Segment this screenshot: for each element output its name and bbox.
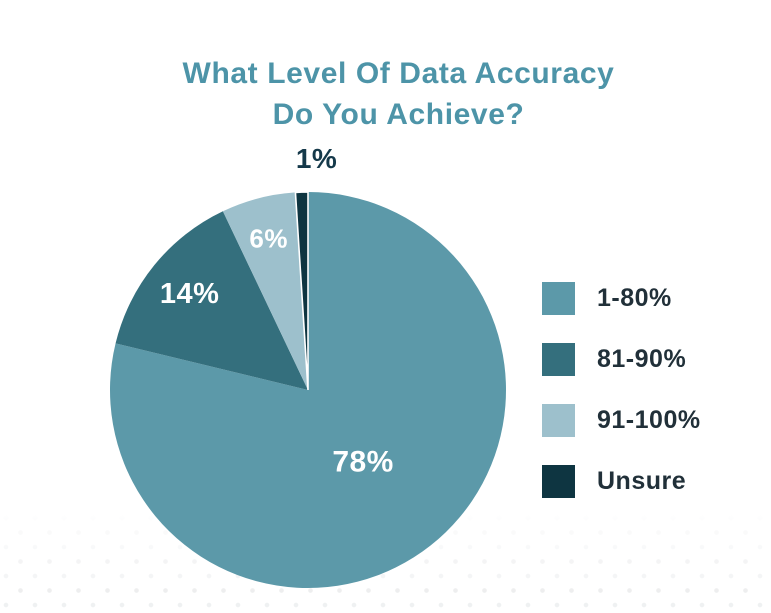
legend-swatch-unsure [542,465,575,498]
slice-value-label-6pct: 6% [249,224,288,254]
legend-swatch-81-90 [542,343,575,376]
slice-value-label-78pct: 78% [332,446,394,479]
legend-swatch-91-100 [542,404,575,437]
legend-label-81-90: 81-90% [597,345,687,373]
legend-item-91-100: 91-100% [542,404,701,437]
legend-swatch-1-80 [542,282,575,315]
legend-label-1-80: 1-80% [597,284,672,312]
legend-label-91-100: 91-100% [597,406,701,434]
pie-slice-91-100- [222,192,308,390]
page-title-line-1: What Level Of Data Accuracy [182,57,615,91]
slice-value-label-14pct: 14% [160,278,220,310]
page-title-line-2: Do You Achieve? [272,98,525,132]
legend-item-1-80: 1-80% [542,282,701,315]
legend: 1-80% 81-90% 91-100% Unsure [542,282,701,498]
legend-item-81-90: 81-90% [542,343,701,376]
page-title: What Level Of Data Accuracy Do You Achie… [13,53,771,135]
pie-slice-unsure [294,191,309,391]
legend-item-unsure: Unsure [542,465,701,498]
legend-label-unsure: Unsure [597,467,687,495]
slice-value-label-1pct: 1% [296,143,337,174]
pie-slice-81-90- [115,211,308,390]
